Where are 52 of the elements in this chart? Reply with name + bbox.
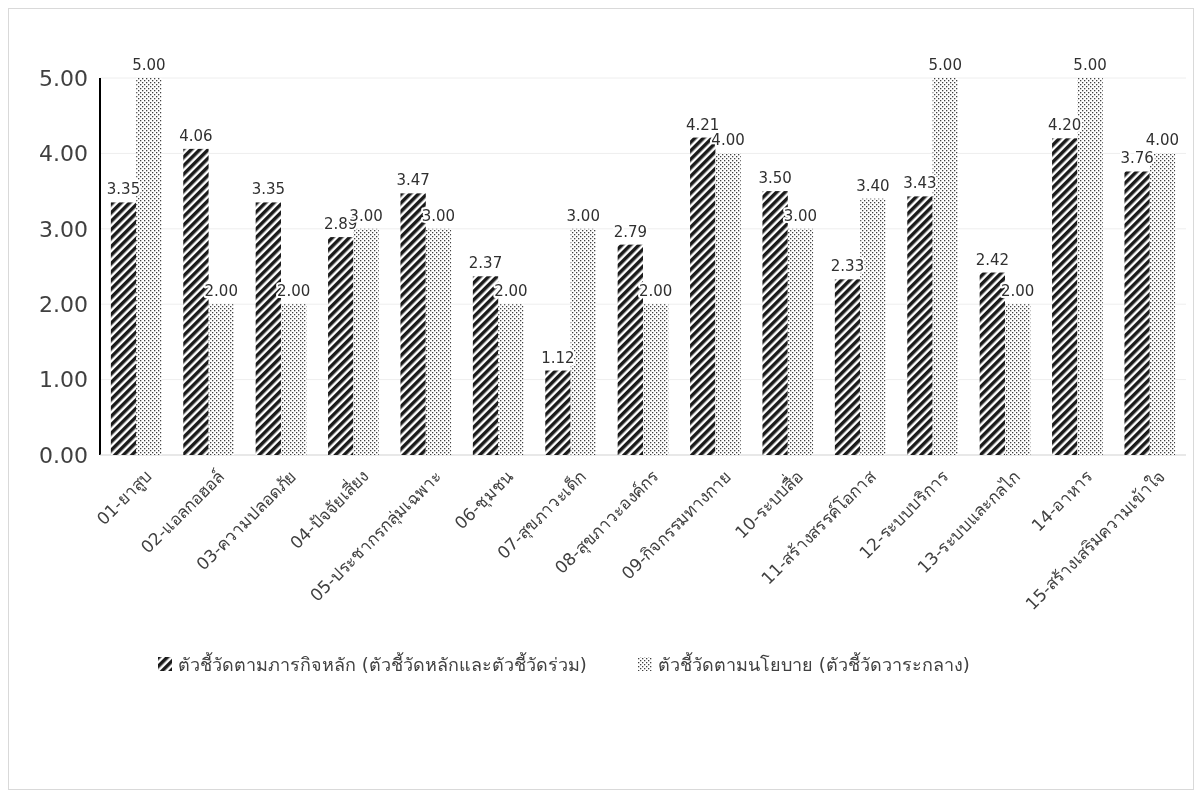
data-label: 4.00 xyxy=(1145,131,1180,150)
data-label: 5.00 xyxy=(1073,56,1107,74)
data-label: 3.50 xyxy=(758,169,792,188)
bar xyxy=(907,196,933,455)
data-label: 3.00 xyxy=(421,206,456,225)
data-label: 2.79 xyxy=(613,222,648,241)
data-label: 4.06 xyxy=(179,126,213,145)
y-tick-label: 0.00 xyxy=(39,442,88,468)
y-tick-label: 3.00 xyxy=(39,216,88,242)
y-tick-label: 4.00 xyxy=(39,141,88,167)
y-tick-label: 5.00 xyxy=(39,65,88,91)
y-tick-label: 1.00 xyxy=(39,367,88,393)
data-label: 3.35 xyxy=(251,180,286,199)
data-label: 3.00 xyxy=(783,206,818,225)
bar xyxy=(787,228,814,455)
data-label: 4.20 xyxy=(1048,116,1082,135)
bar xyxy=(281,304,307,455)
data-label: 2.33 xyxy=(830,257,865,276)
bar xyxy=(1124,171,1150,455)
y-tick-label: 2.00 xyxy=(39,291,88,317)
data-label: 3.76 xyxy=(1120,149,1154,168)
bar xyxy=(834,279,861,455)
bar xyxy=(328,237,354,455)
data-label: 2.00 xyxy=(494,282,528,301)
data-label: 3.40 xyxy=(856,176,890,195)
bar xyxy=(425,228,452,455)
legend-label: ตัวชี้วัดตามนโยบาย (ตัวชี้วัดวาระกลาง) xyxy=(658,652,970,676)
bar xyxy=(498,304,524,455)
data-label: 2.37 xyxy=(468,254,503,273)
data-label: 5.00 xyxy=(928,56,962,74)
bar xyxy=(208,304,234,455)
bar xyxy=(643,304,669,455)
bar xyxy=(545,370,571,455)
data-label: 2.00 xyxy=(638,282,673,301)
data-label: 3.35 xyxy=(106,180,141,199)
data-label: 2.00 xyxy=(276,282,311,301)
data-label: 5.00 xyxy=(132,56,166,74)
legend-label: ตัวชี้วัดตามภารกิจหลัก (ตัวชี้วัดหลักและตัวชี้วัดร่วม) xyxy=(178,652,587,676)
data-label: 1.12 xyxy=(541,348,575,367)
data-label: 4.21 xyxy=(686,115,720,134)
data-label: 4.00 xyxy=(711,131,745,150)
data-label: 3.43 xyxy=(903,174,937,193)
data-label: 3.00 xyxy=(566,206,600,225)
bar xyxy=(1052,138,1078,455)
bar xyxy=(1005,304,1031,455)
data-label: 3.47 xyxy=(396,171,430,190)
bar xyxy=(110,202,137,455)
bar xyxy=(715,153,741,455)
data-label: 2.00 xyxy=(1000,282,1035,301)
data-label: 2.00 xyxy=(204,282,238,301)
bar xyxy=(353,228,379,455)
data-label: 2.42 xyxy=(975,250,1010,269)
